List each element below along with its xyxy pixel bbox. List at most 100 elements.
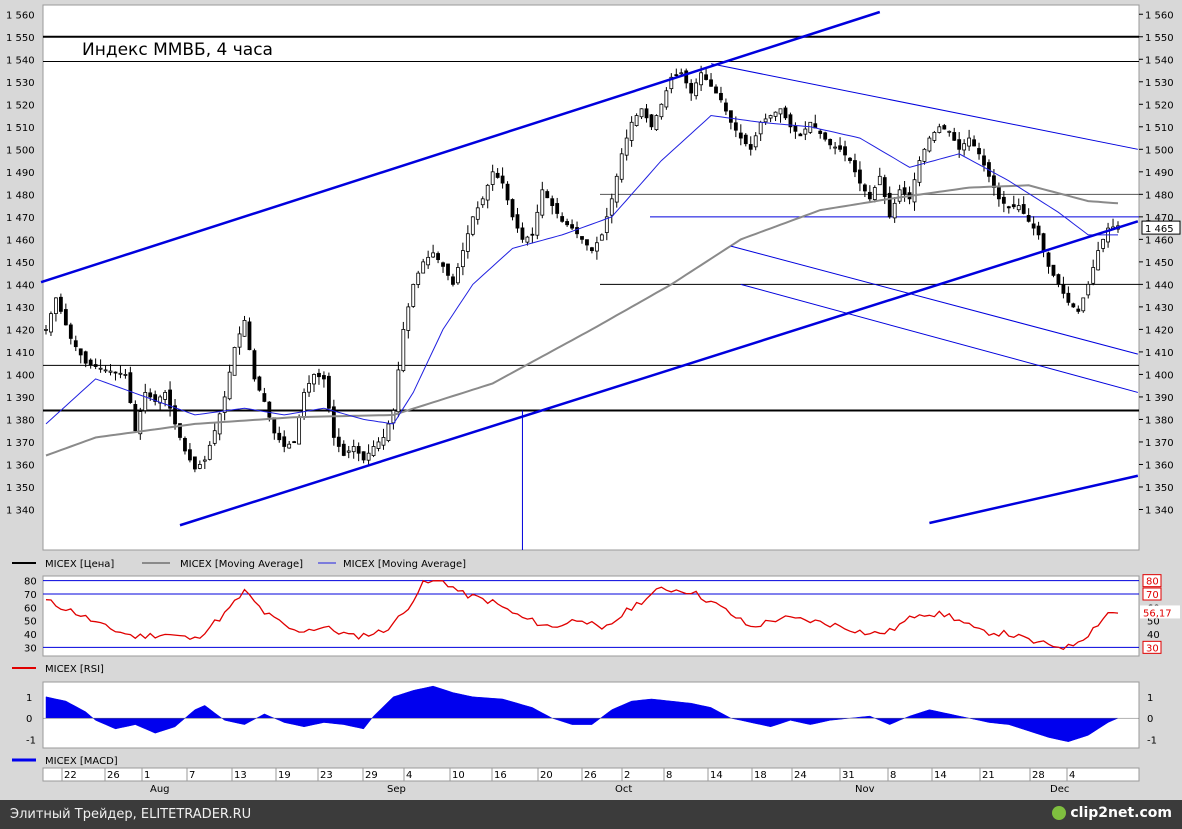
price-candle-body xyxy=(317,372,321,378)
price-candle-body xyxy=(158,396,163,404)
price-candle-body xyxy=(465,233,470,252)
price-candle-body xyxy=(828,138,833,146)
price-candle-body xyxy=(565,221,570,226)
price-candle-body xyxy=(262,393,267,402)
price-candle-body xyxy=(585,239,589,246)
price-candle-body xyxy=(520,227,525,240)
price-candle-body xyxy=(232,347,237,376)
price-candle-body xyxy=(639,108,644,118)
rsi-tick-left: 70 xyxy=(24,590,37,601)
price-candle-body xyxy=(451,276,455,285)
price-candle-body xyxy=(530,233,535,236)
y-tick-left: 1 480 xyxy=(6,190,35,201)
price-candle-body xyxy=(580,236,584,240)
price-candle-body xyxy=(604,216,609,233)
price-candle-body xyxy=(937,126,942,133)
price-candle-body xyxy=(644,108,649,119)
price-candle-body xyxy=(396,369,401,413)
y-tick-left: 1 550 xyxy=(6,33,35,44)
clip2net-logo-text: clip2net.com xyxy=(1070,805,1172,821)
price-candle-body xyxy=(788,114,793,128)
price-candle-body xyxy=(68,324,73,339)
y-tick-right: 1 430 xyxy=(1145,303,1174,314)
price-candle-body xyxy=(227,371,232,400)
price-candle-body xyxy=(594,242,599,252)
price-candle-body xyxy=(1096,250,1101,271)
price-candle-body xyxy=(560,216,565,222)
price-candle-body xyxy=(728,110,733,123)
day-label: 26 xyxy=(107,770,120,781)
price-candle-body xyxy=(336,436,341,447)
price-candle-body xyxy=(371,446,376,456)
price-candle-body xyxy=(1091,267,1096,284)
price-candle-body xyxy=(297,416,302,445)
price-candle-body xyxy=(1001,196,1006,204)
y-tick-right: 1 560 xyxy=(1145,10,1174,21)
day-label: 23 xyxy=(320,770,333,781)
price-candle-body xyxy=(168,389,172,409)
y-tick-right: 1 500 xyxy=(1145,145,1174,156)
day-label: 2 xyxy=(624,770,630,781)
day-label: 28 xyxy=(1032,770,1045,781)
legend-label-ma-long: MICEX [Moving Average] xyxy=(180,559,303,570)
price-candle-body xyxy=(123,374,128,376)
y-tick-right: 1 370 xyxy=(1145,438,1174,449)
price-candle-body xyxy=(78,348,83,356)
price-candle-body xyxy=(63,309,68,326)
price-candle-body xyxy=(500,175,505,184)
y-tick-right: 1 410 xyxy=(1145,348,1174,359)
price-candle-body xyxy=(748,144,753,150)
price-candle-body xyxy=(838,145,842,150)
y-tick-left: 1 420 xyxy=(6,325,35,336)
y-tick-right: 1 510 xyxy=(1145,123,1174,134)
price-candle-body xyxy=(183,438,187,452)
month-label: Nov xyxy=(855,784,875,795)
rsi-level-label: 70 xyxy=(1146,590,1159,601)
price-candle-body xyxy=(108,370,113,373)
price-candle-body xyxy=(282,436,287,447)
day-label: 7 xyxy=(189,770,195,781)
price-candle-body xyxy=(669,76,674,90)
price-candle-body xyxy=(897,189,902,202)
price-candle-body xyxy=(719,92,723,101)
price-candle-body xyxy=(996,185,1001,200)
rsi-tick-left: 40 xyxy=(24,630,37,641)
price-candle-body xyxy=(1016,205,1021,211)
price-candle-body xyxy=(664,90,669,108)
day-label: 4 xyxy=(406,770,412,781)
price-candle-body xyxy=(247,321,252,351)
price-candle-body xyxy=(485,184,490,201)
price-candle-body xyxy=(932,132,937,141)
price-candle-body xyxy=(1011,204,1016,208)
price-candle-body xyxy=(629,121,634,141)
legend-label-macd: MICEX [MACD] xyxy=(45,756,118,767)
macd-legend: MICEX [MACD] xyxy=(12,756,118,767)
footer-bar: Элитный Трейдер, ELITETRADER.RU clip2net… xyxy=(0,800,1182,829)
price-candle-body xyxy=(654,115,659,131)
day-label: 14 xyxy=(934,770,947,781)
price-candle-body xyxy=(202,459,207,462)
price-candle-body xyxy=(212,430,217,444)
price-candle-body xyxy=(590,247,594,252)
y-tick-left: 1 490 xyxy=(6,168,35,179)
price-candle-body xyxy=(1031,223,1036,229)
y-tick-left: 1 350 xyxy=(6,483,35,494)
price-candle-body xyxy=(148,392,153,398)
price-candle-body xyxy=(460,250,465,268)
price-candle-body xyxy=(848,157,852,161)
month-label: Dec xyxy=(1050,784,1069,795)
price-candle-body xyxy=(421,261,426,274)
price-candle-body xyxy=(694,82,699,97)
price-candle-body xyxy=(738,132,743,139)
price-candle-body xyxy=(386,423,391,441)
price-candle-body xyxy=(858,169,862,184)
price-candle-body xyxy=(173,405,177,425)
last-price-box xyxy=(1141,220,1181,235)
price-candle-body xyxy=(867,191,872,200)
y-tick-right: 1 550 xyxy=(1145,33,1174,44)
y-tick-right: 1 520 xyxy=(1145,100,1174,111)
price-candle-body xyxy=(237,333,242,348)
price-candle-body xyxy=(947,130,952,133)
y-tick-left: 1 440 xyxy=(6,280,35,291)
price-candle-body xyxy=(54,297,58,315)
